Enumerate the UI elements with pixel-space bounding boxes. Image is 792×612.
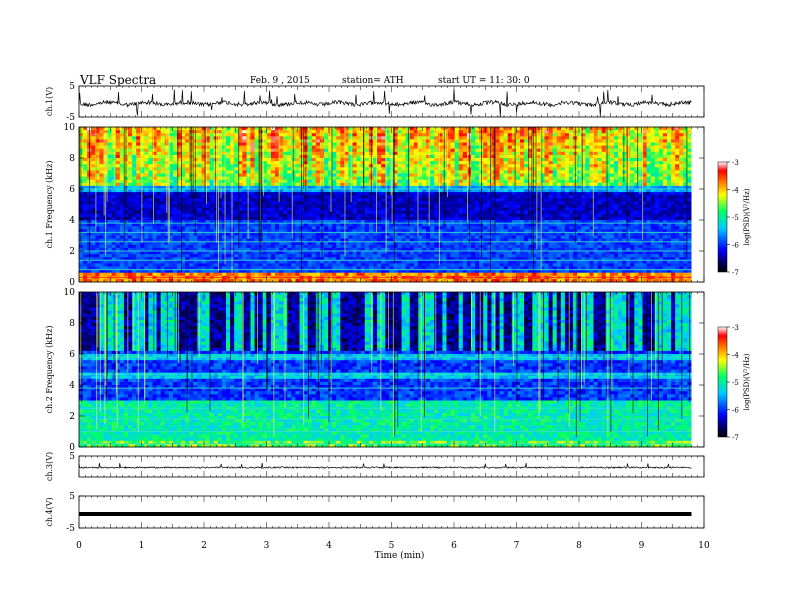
x-tick-label: 7 — [514, 541, 520, 551]
ch1-spectrogram-panel-image — [79, 127, 704, 283]
y-tick-label: 2 — [69, 412, 75, 422]
x-tick-label: 0 — [76, 541, 82, 551]
ch3-waveform-panel-trace — [78, 462, 692, 470]
x-tick-label: 8 — [576, 541, 582, 551]
header-station: station= ATH — [342, 76, 404, 86]
x-tick-label: 6 — [451, 541, 457, 551]
colorbar-tick-label: -3 — [732, 324, 739, 332]
colorbar-label: log(PSD)(V²/Hz) — [743, 188, 751, 245]
ch1-spectrogram-panel-colorbar — [717, 161, 728, 273]
x-tick-label: 4 — [326, 541, 332, 551]
y-tick-label: 4 — [69, 216, 75, 226]
y-tick-label: 6 — [69, 350, 75, 360]
y-tick-label: 10 — [64, 123, 76, 133]
y-tick-label: -5 — [66, 113, 75, 123]
colorbar-tick-label: -4 — [732, 187, 739, 195]
x-tick-label: 9 — [639, 541, 645, 551]
y-tick-label: 0 — [69, 278, 75, 288]
colorbar-tick-label: -7 — [732, 269, 739, 277]
y-tick-label: 10 — [64, 288, 76, 298]
x-tick-label: 10 — [698, 541, 710, 551]
trace-path — [78, 462, 692, 470]
ch3-ylabel: ch.3(V) — [45, 452, 54, 481]
colorbar-tick-label: -3 — [732, 159, 739, 167]
x-tick-label: 3 — [264, 541, 270, 551]
x-axis-label: Time (min) — [375, 550, 425, 561]
ch1-spectrogram-ylabel: ch.1 Frequency (kHz) — [45, 161, 54, 249]
trace-path — [78, 89, 692, 118]
y-tick-label: 8 — [69, 154, 75, 164]
ch1-ylabel: ch.1(V) — [45, 87, 54, 116]
y-tick-label: 5 — [69, 452, 75, 462]
y-tick-label: 6 — [69, 185, 75, 195]
ch2-spectrogram-panel-image — [79, 292, 704, 448]
y-tick-label: 5 — [69, 492, 75, 502]
ch2-spectrogram-panel-colorbar — [717, 326, 728, 438]
ch4-ylabel: ch.4(V) — [45, 497, 54, 526]
y-tick-label: 2 — [69, 247, 75, 257]
header-start-time: start UT = 11: 30: 0 — [438, 76, 530, 86]
y-tick-label: 8 — [69, 319, 75, 329]
chart-title: VLF Spectra — [80, 73, 157, 87]
colorbar-label: log(PSD)(V²/Hz) — [743, 353, 751, 410]
y-tick-label: 5 — [69, 82, 75, 92]
ch2-spectrogram-ylabel: ch.2 Frequency (kHz) — [45, 326, 54, 414]
x-tick-label: 5 — [389, 541, 395, 551]
colorbar-tick-label: -7 — [732, 434, 739, 442]
colorbar-tick-label: -5 — [732, 379, 739, 387]
colorbar-tick-label: -6 — [732, 407, 739, 415]
x-tick-label: 2 — [201, 541, 207, 551]
colorbar-tick-label: -6 — [732, 242, 739, 250]
x-tick-label: 1 — [139, 541, 145, 551]
colorbar-tick-label: -4 — [732, 352, 739, 360]
y-tick-label: -5 — [66, 524, 75, 534]
y-tick-label: 4 — [69, 381, 75, 391]
y-tick-label: 0 — [69, 443, 75, 453]
ch1-waveform-panel-trace — [78, 89, 692, 118]
colorbar-tick-label: -5 — [732, 214, 739, 222]
header-date: Feb. 9 , 2015 — [250, 76, 310, 86]
